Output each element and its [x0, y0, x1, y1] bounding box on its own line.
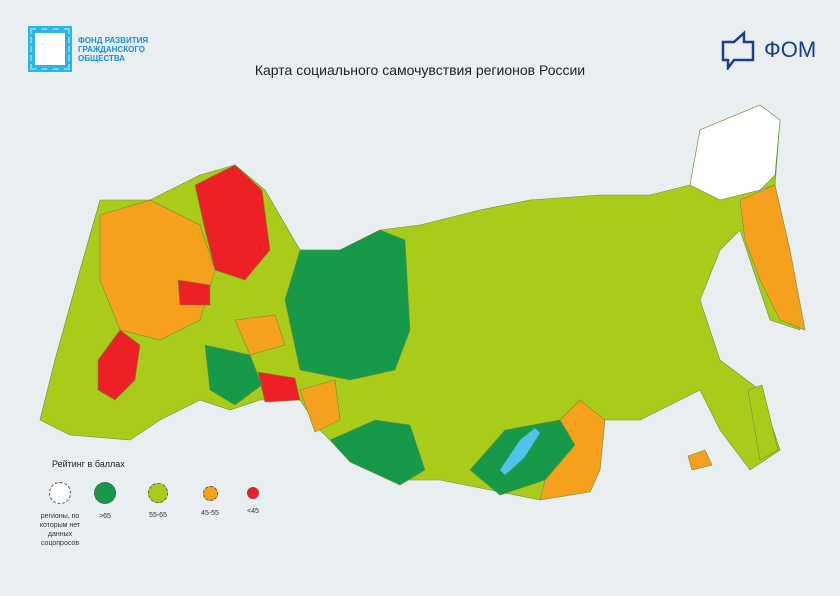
region-sakhalin — [747, 384, 779, 461]
fund-logo-line: общества — [78, 53, 126, 63]
legend-label: >65 — [99, 513, 111, 520]
legend-item: регионы, по которым нет данных соцопросо… — [20, 482, 100, 548]
legend-item: <45 — [213, 482, 293, 516]
region-kamchatka — [739, 184, 806, 331]
legend-label: 45-55 — [201, 509, 219, 517]
legend-item: 55-65 — [118, 482, 198, 520]
region-zabaykalsky — [539, 399, 606, 501]
region-primorye-orange — [687, 449, 713, 471]
legend-label: 55-65 — [149, 512, 167, 519]
region-south-orange — [299, 379, 341, 433]
fom-logo: ФОМ — [720, 30, 816, 70]
region-murmansk-karelia — [194, 164, 271, 281]
fund-logo-mark — [28, 26, 72, 72]
lake-baikal — [500, 428, 540, 475]
map-title: Карта социального самочувствия регионов … — [254, 62, 586, 78]
fom-speech-icon — [721, 30, 755, 70]
legend-item: 45-55 — [170, 482, 250, 518]
legend-swatch — [247, 487, 259, 499]
region-tyumen-khanty — [284, 229, 411, 381]
legend-title: Рейтинг в баллах — [52, 459, 125, 469]
legend-swatch — [148, 483, 168, 503]
region-ural-dg — [204, 344, 263, 406]
fund-logo-line: Фонд развития — [78, 35, 149, 45]
legend-swatch — [94, 482, 116, 504]
legend-label: регионы, по которым нет данных соцопросо… — [39, 513, 81, 547]
fom-logo-text: ФОМ — [764, 37, 817, 62]
region-central-red — [177, 279, 211, 306]
region-west-red — [97, 329, 141, 401]
fund-logo: Фонд развития гражданского общества — [28, 26, 148, 72]
region-chukotka — [689, 104, 781, 201]
region-volga-orange — [234, 314, 286, 356]
legend-label: <45 — [247, 508, 259, 515]
region-siberia-south-dg — [329, 419, 426, 486]
legend-swatch — [49, 482, 71, 504]
legend-item: >65 — [65, 482, 145, 521]
region-south-red — [257, 371, 301, 403]
legend-swatch — [202, 485, 218, 501]
fund-logo-line: гражданского — [78, 44, 145, 54]
